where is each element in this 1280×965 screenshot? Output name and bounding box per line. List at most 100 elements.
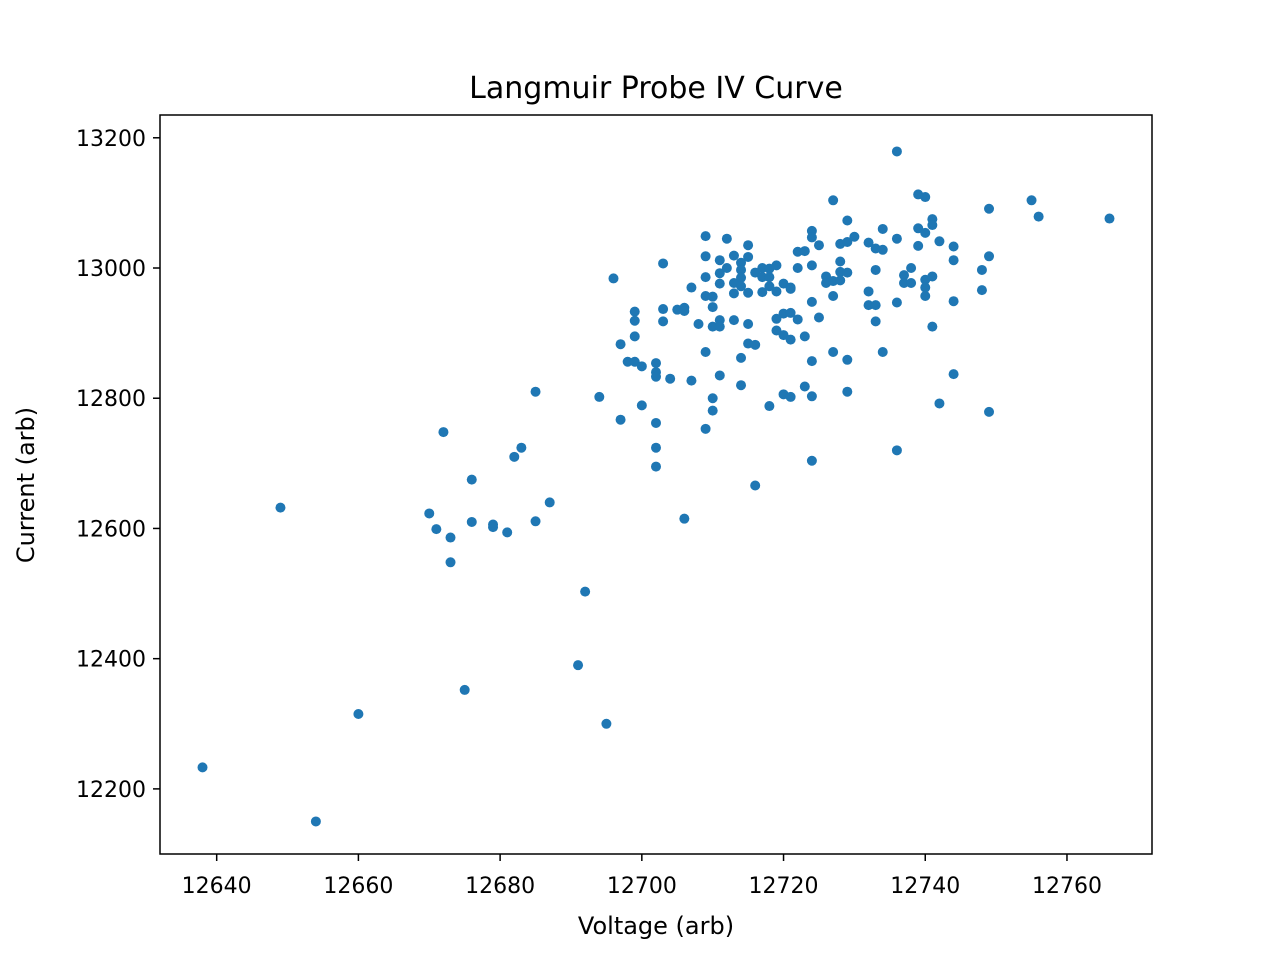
data-point [757,272,768,283]
data-point [509,451,520,462]
data-point [530,386,541,397]
data-point [544,497,555,508]
data-point [842,215,853,226]
data-point [842,236,853,247]
data-point [842,386,853,397]
data-point [920,227,931,238]
data-point [728,250,739,261]
chart-title: Langmuir Probe IV Curve [469,71,843,106]
x-tick-label: 12740 [890,874,960,899]
data-point [736,380,747,391]
data-point [651,442,661,453]
data-point [792,314,803,325]
data-point [750,480,761,491]
data-point [757,287,768,298]
data-point [948,296,959,307]
data-point [736,352,747,363]
data-point [615,414,626,425]
data-point [764,401,775,412]
data-point [1033,211,1044,222]
data-point [658,316,669,327]
data-point [828,347,839,357]
data-point [736,257,747,268]
data-point [870,300,881,311]
data-point [466,516,477,527]
data-point [927,321,938,332]
data-point [906,263,917,274]
data-point [891,297,902,308]
data-point [920,291,931,302]
data-point [629,315,640,326]
data-point [785,334,796,345]
data-point [849,231,860,242]
data-point [707,405,718,416]
data-point [792,263,803,274]
data-point [629,356,640,367]
y-tick-label: 13200 [76,127,146,152]
y-axis-label: Current (arb) [12,407,40,563]
data-point [686,282,697,293]
data-point [842,354,853,365]
data-point [502,527,513,538]
data-point [771,260,782,271]
data-point [764,272,775,283]
data-point [714,268,725,279]
data-point [353,709,364,720]
data-point [842,267,853,278]
y-tick-label: 12400 [76,648,146,673]
data-point [424,508,435,519]
data-point [743,287,754,298]
data-point [877,244,888,255]
data-point [679,305,690,316]
data-point [445,532,456,543]
plot-area [159,114,1153,855]
y-tick-label: 12200 [76,778,146,803]
data-point [984,406,995,417]
data-point [580,586,591,597]
data-point [459,684,470,695]
data-point [899,277,909,288]
data-point [948,241,959,252]
data-point [927,271,938,282]
data-point [530,516,541,527]
x-tick-label: 12660 [323,874,393,899]
data-point [785,307,796,318]
data-point [799,331,810,342]
data-point [700,231,711,242]
data-point [934,398,945,409]
data-point [835,275,846,286]
data-points [197,146,1115,827]
data-point [721,233,732,244]
data-point [728,315,739,326]
data-point [622,356,633,367]
x-tick-label: 12680 [465,874,535,899]
x-tick-label: 12720 [749,874,819,899]
data-point [806,455,817,466]
data-point [750,339,761,350]
data-point [1026,195,1037,206]
data-point [197,762,208,773]
data-point [700,251,711,262]
data-point [984,203,995,214]
data-point [799,246,810,257]
data-point [728,288,739,299]
data-point [976,264,987,275]
x-axis-label: Voltage (arb) [578,912,734,940]
data-point [891,146,902,157]
data-point [920,282,931,293]
data-point [863,300,874,311]
data-point [906,277,917,288]
data-point [934,236,945,247]
data-point [743,240,754,251]
data-point [651,358,661,369]
data-point [813,312,824,323]
data-point [771,325,782,336]
data-point [806,391,817,402]
data-point [927,220,938,231]
data-point [707,291,718,302]
data-point [743,319,754,329]
data-point [828,195,839,206]
y-axis: 12200 12400 12600 12800 13000 13200 [76,127,160,803]
